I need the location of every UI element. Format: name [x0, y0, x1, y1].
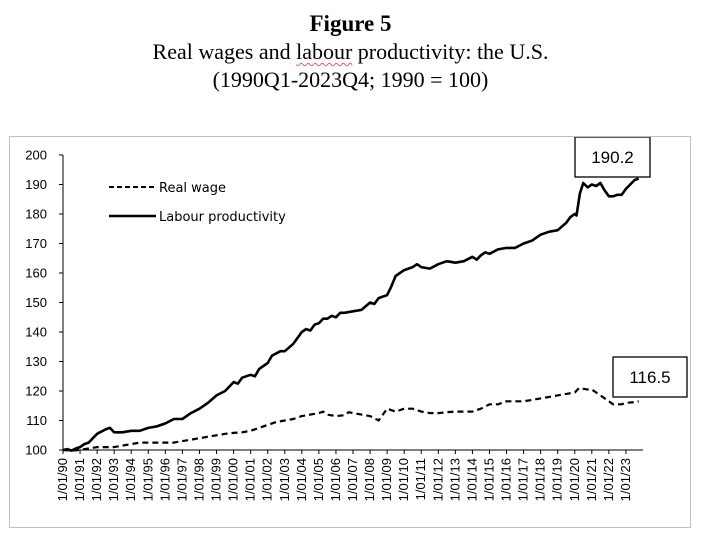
series-line-labour-productivity	[62, 177, 640, 452]
x-tick-label: 1/01/94	[123, 458, 138, 501]
x-tick-label: 1/01/17	[516, 458, 531, 501]
x-tick-label: 1/01/12	[430, 458, 445, 501]
y-tick-label: 170	[25, 236, 47, 251]
x-tick-label: 1/01/06	[328, 458, 343, 501]
x-tick-label: 1/01/22	[601, 458, 616, 501]
x-tick-label: 1/01/01	[243, 458, 258, 501]
y-tick-label: 110	[26, 413, 47, 428]
x-tick-label: 1/01/92	[89, 458, 104, 501]
x-tick-label: 1/01/08	[362, 458, 377, 501]
legend-label-labour-productivity: Labour productivity	[159, 210, 286, 225]
x-tick-label: 1/01/21	[584, 458, 599, 501]
y-tick-label: 160	[25, 266, 47, 281]
y-tick-label: 180	[25, 207, 47, 222]
x-tick-label: 1/01/93	[106, 458, 121, 501]
x-tick-label: 1/01/97	[174, 458, 189, 501]
series-line-real-wage	[62, 387, 639, 452]
x-tick-label: 1/01/95	[140, 458, 155, 501]
x-tick-label: 1/01/07	[345, 458, 360, 501]
x-tick-label: 1/01/00	[226, 458, 241, 501]
x-tick-label: 1/01/04	[294, 458, 309, 501]
y-tick-label: 140	[25, 325, 47, 340]
chart-frame: 100 110 120 130 140 150 160 170 180 190 200 1/01/90…	[9, 136, 691, 528]
x-tick-label: 1/01/15	[481, 458, 496, 501]
x-tick-label: 1/01/16	[499, 458, 514, 501]
x-tick-label: 1/01/09	[379, 458, 394, 501]
x-tick-label: 1/01/03	[277, 458, 292, 501]
x-tick-label: 1/01/23	[618, 458, 633, 501]
y-tick-label: 150	[25, 295, 47, 310]
chart-subtitle: (1990Q1-2023Q4; 1990 = 100)	[212, 67, 489, 92]
y-tick-label: 100	[25, 443, 47, 458]
x-tick-label: 1/01/98	[191, 458, 206, 501]
chart-title-part1: Real wages and	[152, 39, 297, 64]
figure-label: Figure 5	[309, 11, 392, 36]
x-tick-label: 1/01/02	[260, 458, 275, 501]
legend-label-real-wage: Real wage	[159, 181, 226, 196]
x-tick-label: 1/01/90	[55, 458, 70, 501]
callout-label: 190.2	[591, 148, 634, 167]
figure-title-block: Figure 5 Real wages and labour productiv…	[0, 10, 701, 94]
x-tick-label: 1/01/05	[311, 458, 326, 501]
callout-label: 116.5	[629, 368, 670, 387]
x-tick-label: 1/01/96	[157, 458, 172, 501]
line-chart: 100 110 120 130 140 150 160 170 180 190 200 1/01/90…	[25, 137, 688, 501]
y-tick-label: 130	[25, 354, 47, 369]
y-tick-label: 200	[25, 148, 47, 163]
callout-box	[612, 356, 688, 398]
x-tick-label: 1/01/13	[447, 458, 462, 501]
x-tick-label: 1/01/11	[413, 458, 428, 500]
y-tick-label: 120	[25, 384, 47, 399]
chart-title-part2: productivity: the U.S.	[352, 39, 549, 64]
x-tick-label: 1/01/99	[209, 458, 224, 501]
chart-title-underlined: labour	[296, 39, 353, 64]
y-tick-label: 190	[25, 177, 47, 192]
chart-title: Real wages and labour productivity: the …	[0, 38, 701, 66]
x-tick-label: 1/01/91	[72, 458, 87, 501]
x-tick-label: 1/01/18	[533, 458, 548, 501]
x-tick-label: 1/01/19	[550, 458, 565, 501]
x-tick-label: 1/01/20	[567, 458, 582, 501]
callout-box	[574, 137, 651, 178]
x-tick-label: 1/01/10	[396, 458, 411, 501]
x-tick-label: 1/01/14	[464, 458, 479, 501]
